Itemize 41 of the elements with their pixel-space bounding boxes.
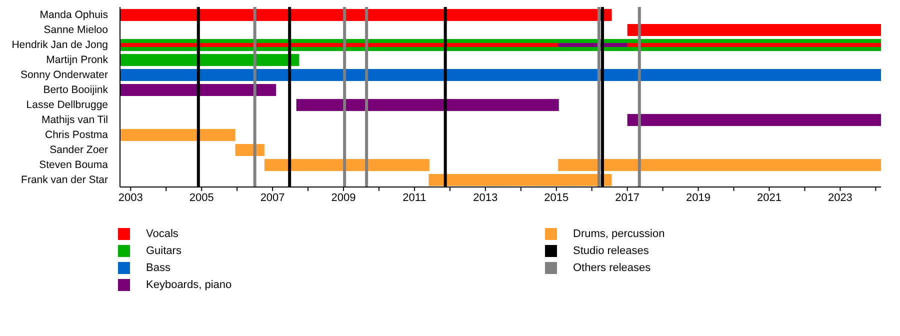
y-tick-label: Sonny Onderwater <box>20 69 108 82</box>
bar <box>296 99 559 111</box>
x-tick-label: 2003 <box>118 192 143 204</box>
x-tick-label: 2017 <box>615 192 640 204</box>
y-tick-label: Mathijs van Til <box>41 114 108 126</box>
legend-label: Vocals <box>146 228 178 240</box>
bar <box>627 114 881 126</box>
x-tick-label: 2019 <box>686 192 711 204</box>
bar <box>428 174 612 186</box>
x-tick-label: 2009 <box>331 192 356 204</box>
x-tick-label: 2021 <box>757 192 782 204</box>
x-tick-label: 2007 <box>260 192 285 204</box>
legend-label: Others releases <box>573 262 651 274</box>
y-tick-label: Frank van der Star <box>21 174 109 186</box>
bar <box>120 69 881 81</box>
bar <box>558 159 881 171</box>
x-tick-label: 2013 <box>473 192 498 204</box>
bar <box>264 159 430 171</box>
y-tick-label: Berto Booijink <box>43 84 109 96</box>
x-tick-label: 2023 <box>828 192 852 204</box>
bar <box>120 84 276 96</box>
y-tick-label: Martijn Pronk <box>46 54 109 66</box>
legend-label: Drums, percussion <box>573 228 665 240</box>
bar <box>120 54 300 66</box>
y-tick-label: Lasse Dellbrugge <box>26 99 108 112</box>
legend-label: Studio releases <box>573 245 649 257</box>
y-tick-label: Steven Bouma <box>39 159 108 172</box>
y-tick-label: Sanne Mieloo <box>44 24 108 36</box>
legend-label: Guitars <box>146 245 182 257</box>
bar <box>627 24 881 36</box>
legend-label: Keyboards, piano <box>146 279 232 291</box>
y-tick-label: Manda Ophuis <box>40 9 108 22</box>
y-tick-label: Chris Postma <box>44 129 108 142</box>
legend-label: Bass <box>146 262 170 274</box>
x-tick-label: 2011 <box>402 192 426 204</box>
y-tick-label: Sander Zoer <box>50 144 108 156</box>
x-tick-label: 2005 <box>189 192 214 204</box>
bar <box>120 129 236 141</box>
y-tick-label: Hendrik Jan de Jong <box>12 39 108 52</box>
x-tick-label: 2015 <box>544 192 569 204</box>
bar <box>120 9 612 21</box>
